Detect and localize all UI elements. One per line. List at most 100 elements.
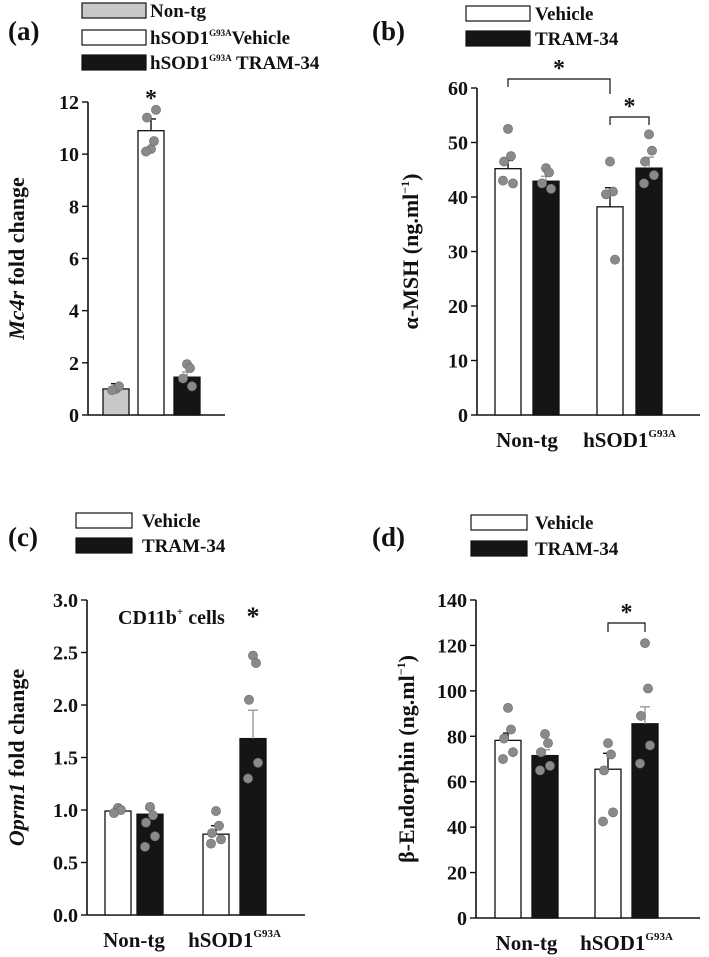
y-axis-label-italic: Oprm1 <box>4 783 29 847</box>
data-point <box>536 747 546 758</box>
y-tick-label: 20 <box>448 296 468 318</box>
y-axis-label-superscript: −1 <box>398 181 412 194</box>
legend-text: hSOD1 <box>150 28 209 49</box>
legend-swatch <box>465 30 531 47</box>
bar <box>531 754 559 919</box>
x-category-superscript: G93A <box>648 428 676 440</box>
bar <box>137 130 165 416</box>
legend-label: TRAM-34 <box>142 536 226 557</box>
y-tick-label: 100 <box>437 681 467 703</box>
x-category-text: hSOD1 <box>580 931 645 955</box>
significance-star: * <box>553 56 565 82</box>
data-point <box>647 145 657 156</box>
data-point <box>508 178 518 189</box>
panel-label: (c) <box>8 522 38 552</box>
x-category-text: Non-tg <box>496 931 558 955</box>
x-category-text: Non-tg <box>496 428 558 452</box>
legend-label: TRAM-34 <box>535 539 619 560</box>
data-point <box>211 806 221 816</box>
y-tick-label: 0 <box>458 405 468 427</box>
y-tick-label: 1.0 <box>53 800 78 822</box>
y-axis-label-text: fold change <box>4 669 29 783</box>
y-tick-label: 3.0 <box>53 590 78 612</box>
legend-label: Vehicle <box>142 511 200 532</box>
data-point <box>610 254 620 265</box>
data-point <box>145 801 155 812</box>
legend-suffix: TRAM-34 <box>232 53 320 74</box>
x-category-superscript: G93A <box>253 928 281 940</box>
bar <box>594 768 622 919</box>
data-point <box>185 363 195 373</box>
x-category-text: hSOD1 <box>583 428 648 452</box>
legend-swatch <box>75 512 133 529</box>
bar <box>635 167 663 416</box>
data-point <box>649 170 659 181</box>
legend-label: Non-tg <box>150 1 206 22</box>
y-tick-label: 6 <box>69 249 79 271</box>
data-point <box>605 156 615 167</box>
data-point <box>540 729 550 739</box>
legend-swatch <box>470 514 528 531</box>
legend-text: hSOD1 <box>150 53 209 74</box>
data-point <box>251 658 261 668</box>
y-tick-label: 40 <box>447 817 467 839</box>
x-category-text: hSOD1 <box>188 928 253 952</box>
legend-swatch <box>81 2 147 19</box>
data-point <box>140 841 150 852</box>
data-point <box>546 183 556 194</box>
legend-suffix: Vehicle <box>232 28 290 49</box>
data-point <box>635 758 645 769</box>
y-axis-label: Mc4r fold change <box>4 177 29 341</box>
y-tick-label: 140 <box>437 590 467 612</box>
y-tick-label: 10 <box>59 144 79 166</box>
y-tick-label: 2.0 <box>53 695 78 717</box>
data-point <box>503 123 513 134</box>
data-point <box>107 385 117 396</box>
y-tick-label: 0.0 <box>53 905 78 927</box>
legend-text: Vehicle <box>535 513 593 534</box>
legend-text: Vehicle <box>535 4 593 25</box>
y-tick-label: 60 <box>448 78 468 100</box>
x-category-superscript: G93A <box>645 931 673 943</box>
legend-text: TRAM-34 <box>535 539 619 560</box>
panel-note-text: CD11b <box>118 607 177 629</box>
chart-panel-4: (d) Vehicle TRAM-34 0 20 40 60 80 100 120 140 β-End… <box>372 513 700 955</box>
x-category-text: Non-tg <box>103 928 165 952</box>
data-point <box>545 760 555 771</box>
legend-label: Vehicle <box>535 4 593 25</box>
panel-note: CD11b+ cells <box>118 606 225 629</box>
data-point <box>535 765 545 776</box>
bar <box>104 810 132 916</box>
bar <box>136 813 164 916</box>
panel-label: (d) <box>372 522 405 552</box>
panel-label: (a) <box>8 16 39 46</box>
chart-panel-3: (c) Vehicle TRAM-34 0.0 0.5 1.0 1.5 2.0 2.5 3.0 Op… <box>4 511 305 952</box>
significance-bracket <box>507 78 611 94</box>
data-point <box>640 638 650 649</box>
panel-note-tail: cells <box>183 607 225 629</box>
data-point <box>142 112 152 123</box>
y-tick-label: 10 <box>448 351 468 373</box>
y-tick-label: 20 <box>447 863 467 885</box>
chart-panel-2: (b) Vehicle TRAM-34 0 10 20 30 40 50 60 α-MSH (ng.… <box>372 4 700 452</box>
data-point <box>644 129 654 140</box>
y-axis-label: Oprm1 fold change <box>4 669 29 846</box>
y-tick-label: 40 <box>448 187 468 209</box>
x-category-label: hSOD1G93A <box>580 931 673 955</box>
y-tick-label: 50 <box>448 133 468 155</box>
y-axis-label: β-Endorphin (ng.ml−1) <box>394 655 419 863</box>
y-tick-label: 80 <box>447 726 467 748</box>
legend-swatch <box>75 537 133 554</box>
data-point <box>498 175 508 186</box>
legend-swatch <box>470 540 528 557</box>
significance-star: * <box>624 94 636 120</box>
data-point <box>499 733 509 744</box>
y-axis-label-italic: Mc4r <box>4 290 29 340</box>
data-point <box>599 765 609 776</box>
data-point <box>499 156 509 167</box>
data-point <box>498 754 508 764</box>
y-tick-label: 0 <box>457 908 467 930</box>
legend-superscript: G93A <box>209 53 232 63</box>
legend-text: TRAM-34 <box>142 536 226 557</box>
